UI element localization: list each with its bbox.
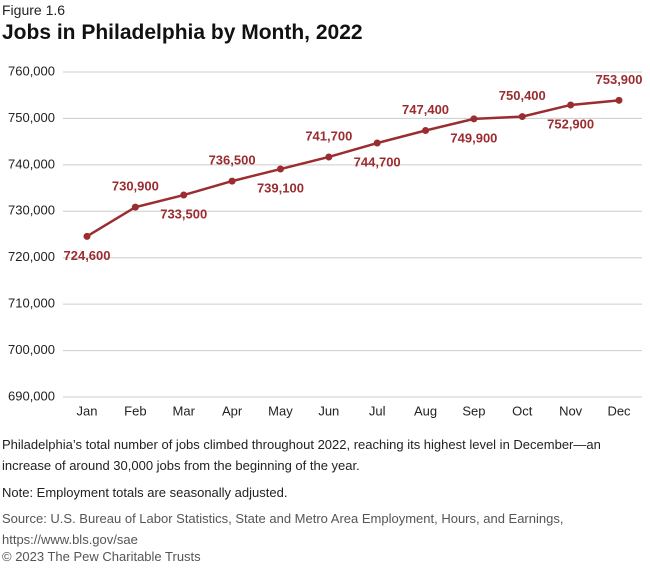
y-tick-label: 760,000 — [8, 63, 55, 78]
point — [83, 232, 91, 240]
point — [131, 203, 139, 211]
data-label: 730,900 — [112, 179, 159, 194]
x-tick-label: Nov — [559, 403, 583, 418]
point — [373, 139, 381, 147]
data-label: 733,500 — [160, 206, 207, 221]
data-label: 744,700 — [354, 154, 401, 169]
x-tick-label: Jan — [77, 403, 98, 418]
x-tick-label: Sep — [462, 403, 485, 418]
data-label: 741,700 — [305, 128, 352, 143]
chart-title: Jobs in Philadelphia by Month, 2022 — [2, 21, 363, 44]
y-tick-label: 740,000 — [8, 156, 55, 171]
point — [567, 101, 575, 109]
y-tick-label: 700,000 — [8, 342, 55, 357]
y-tick-label: 720,000 — [8, 249, 55, 264]
point — [422, 127, 430, 134]
caption: Philadelphia’s total number of jobs clim… — [2, 437, 601, 473]
point — [615, 96, 623, 104]
copyright: © 2023 The Pew Charitable Trusts — [2, 549, 201, 564]
data-label: 752,900 — [547, 116, 594, 131]
data-label: 750,400 — [499, 88, 546, 103]
x-tick-label: Dec — [607, 403, 631, 418]
point — [325, 153, 333, 161]
note: Note: Employment totals are seasonally a… — [2, 485, 288, 500]
data-label: 747,400 — [402, 102, 449, 117]
data-label: 736,500 — [209, 153, 256, 168]
data-label: 739,100 — [257, 180, 304, 195]
y-tick-label: 710,000 — [8, 296, 55, 311]
x-tick-label: May — [268, 403, 293, 418]
point — [276, 165, 284, 173]
point — [470, 115, 478, 123]
y-tick-label: 750,000 — [8, 110, 55, 125]
figure-label: Figure 1.6 — [2, 2, 66, 18]
x-tick-label: Apr — [222, 403, 243, 418]
data-label: 749,900 — [450, 130, 497, 145]
source: Source: U.S. Bureau of Labor Statistics,… — [2, 511, 564, 547]
chart: 690,000 700,000 710,000 720,000 730,000 740,0… — [8, 63, 643, 418]
x-tick-label: Jul — [369, 403, 386, 418]
point — [228, 177, 236, 185]
x-tick-label: Feb — [124, 403, 146, 418]
x-tick-label: Jun — [318, 403, 339, 418]
point — [518, 113, 526, 121]
line — [86, 99, 620, 238]
data-label: 724,600 — [64, 248, 111, 263]
x-tick-label: Mar — [173, 403, 196, 418]
data-label: 753,900 — [596, 72, 643, 87]
y-tick-label: 690,000 — [8, 388, 55, 403]
x-tick-label: Oct — [512, 403, 533, 418]
y-tick-label: 730,000 — [8, 203, 55, 218]
point — [180, 191, 188, 199]
x-tick-label: Aug — [414, 403, 437, 418]
